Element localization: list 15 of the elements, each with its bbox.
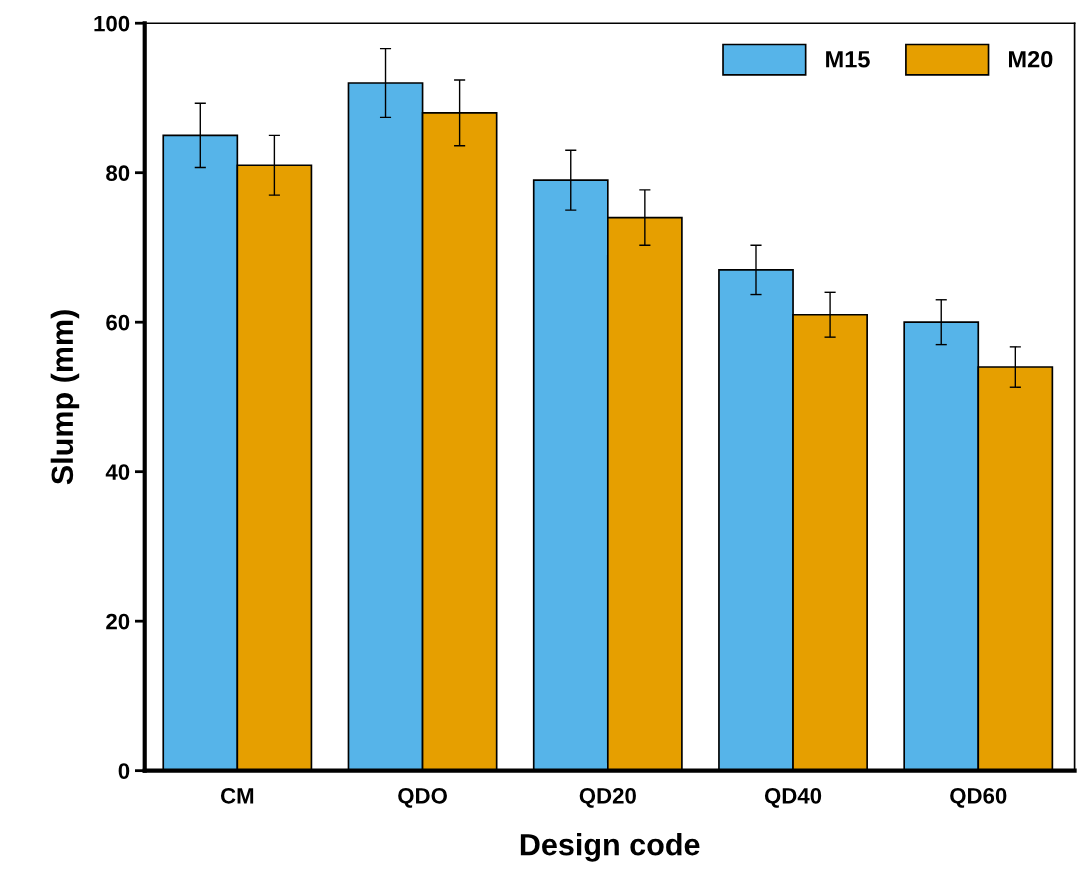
y-tick-label: 80 [106, 165, 130, 181]
x-tick-label: QD40 [764, 787, 822, 808]
x-tick-label: QD60 [950, 787, 1007, 808]
legend-label: M20 [1009, 50, 1053, 68]
x-tick-label: QDO [398, 787, 447, 808]
y-tick-label: 40 [105, 464, 130, 480]
y-tick-label: 20 [106, 613, 130, 630]
y-tick-label: 100 [94, 15, 130, 32]
x-axis-title: Design code [520, 833, 700, 862]
y-axis-title: Slump (mm) [50, 310, 80, 485]
x-tick-label: QD20 [579, 787, 636, 808]
x-tick-label: CM [220, 787, 254, 804]
legend-label: M15 [826, 51, 870, 68]
y-tick-label: 0 [118, 763, 130, 779]
y-tick-label: 60 [106, 314, 130, 331]
